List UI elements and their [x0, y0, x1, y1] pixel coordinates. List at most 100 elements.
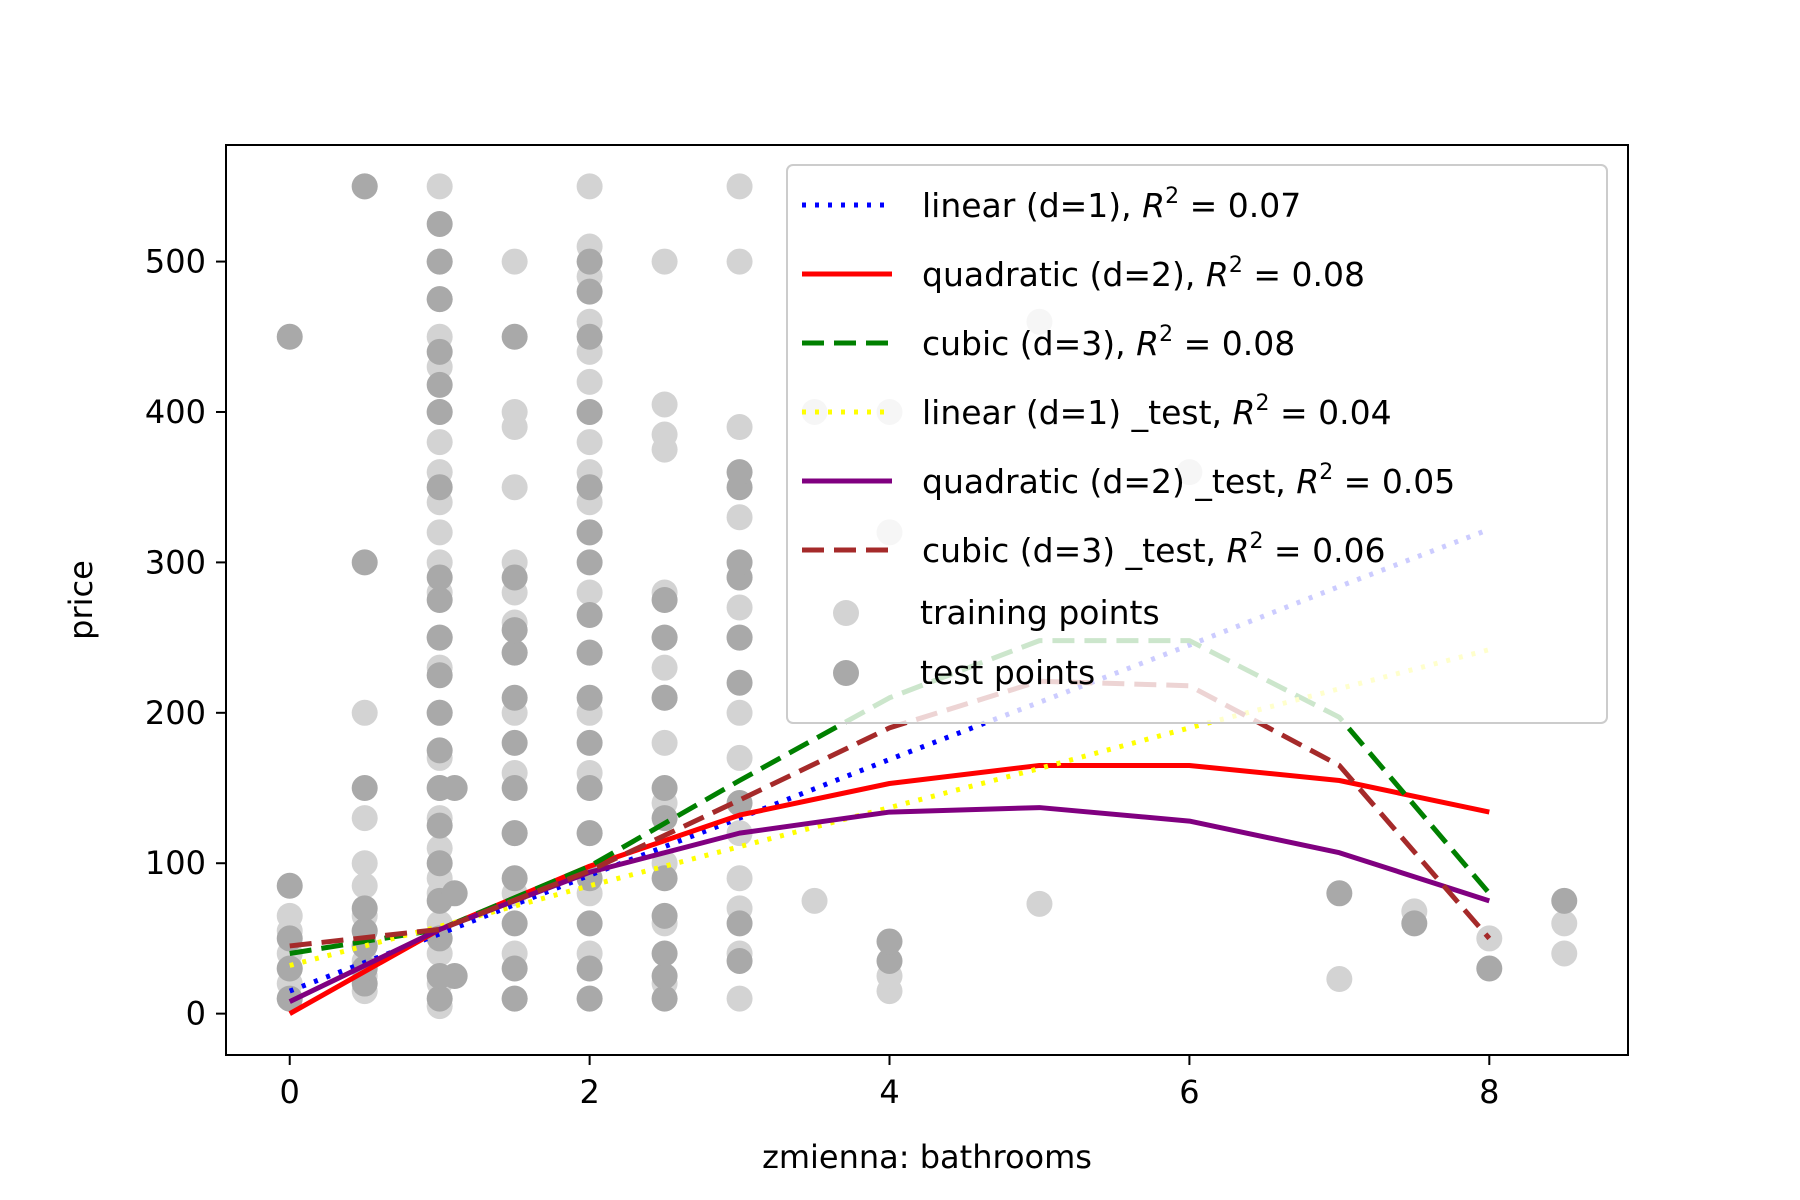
- test-point: [501, 985, 528, 1012]
- training-point: [726, 865, 753, 892]
- test-point: [576, 955, 603, 982]
- legend-label: quadratic (d=2) _test, R2 = 0.05: [922, 460, 1455, 501]
- test-point: [576, 549, 603, 576]
- test-point: [651, 985, 678, 1012]
- test-point: [1551, 887, 1578, 914]
- training-point: [1026, 890, 1053, 917]
- test-point: [576, 519, 603, 546]
- training-point: [576, 368, 603, 395]
- test-point: [501, 910, 528, 937]
- axes-frame: [225, 144, 1629, 1056]
- test-point: [501, 775, 528, 802]
- training-point: [726, 594, 753, 621]
- test-point: [426, 371, 453, 398]
- test-point: [276, 323, 303, 350]
- test-point: [501, 820, 528, 847]
- plot-area: [276, 173, 1578, 1020]
- test-point: [1326, 880, 1353, 907]
- training-point: [351, 872, 378, 899]
- test-point: [651, 865, 678, 892]
- legend-label: cubic (d=3) _test, R2 = 0.06: [922, 529, 1386, 570]
- test-point: [1401, 910, 1428, 937]
- training-point: [576, 429, 603, 456]
- training-point: [351, 805, 378, 832]
- test-point: [426, 564, 453, 591]
- test-point: [501, 617, 528, 644]
- legend-marker: [833, 660, 859, 686]
- test-point: [501, 564, 528, 591]
- test-point: [576, 985, 603, 1012]
- test-point: [501, 684, 528, 711]
- test-point: [576, 323, 603, 350]
- test-point: [576, 474, 603, 501]
- test-point: [351, 173, 378, 200]
- training-point: [1551, 940, 1578, 967]
- test-point: [501, 955, 528, 982]
- training-point: [726, 744, 753, 771]
- training-point: [426, 173, 453, 200]
- axis-ticks: 0 2 4 6 8 0 100 200 300 400 500: [145, 243, 1500, 1111]
- test-point: [276, 985, 303, 1012]
- x-axis-label: zmienna: bathrooms: [762, 1138, 1092, 1176]
- test-point: [501, 639, 528, 666]
- test-point: [426, 210, 453, 237]
- test-point: [651, 940, 678, 967]
- test-point: [426, 985, 453, 1012]
- test-point: [726, 459, 753, 486]
- test-point: [726, 549, 753, 576]
- x-tick-label: 8: [1479, 1073, 1499, 1111]
- test-point: [651, 963, 678, 990]
- legend-box: [786, 164, 1608, 724]
- x-tick-label: 0: [280, 1073, 300, 1111]
- test-point: [576, 639, 603, 666]
- test-point: [276, 872, 303, 899]
- test-point: [426, 338, 453, 365]
- training-point: [651, 248, 678, 275]
- training-point: [501, 398, 528, 425]
- training-point: [651, 654, 678, 681]
- x-tick-label: 6: [1179, 1073, 1199, 1111]
- training-point: [726, 173, 753, 200]
- test-point: [276, 955, 303, 982]
- x-tick-label: 4: [879, 1073, 899, 1111]
- y-axis-label: price: [62, 560, 100, 640]
- test-point: [651, 684, 678, 711]
- training-point: [1551, 910, 1578, 937]
- legend-label: linear (d=1) _test, R2 = 0.04: [922, 391, 1392, 432]
- training-point: [651, 729, 678, 756]
- test-point: [576, 248, 603, 275]
- test-point: [426, 662, 453, 689]
- test-point: [651, 775, 678, 802]
- training-point: [726, 504, 753, 531]
- training-point: [576, 579, 603, 606]
- test-point: [726, 624, 753, 651]
- legend-marker: [833, 600, 859, 626]
- training-point: [426, 429, 453, 456]
- test-point: [576, 910, 603, 937]
- test-point: [651, 624, 678, 651]
- legend-label: linear (d=1), R2 = 0.07: [922, 184, 1301, 225]
- legend-label: training points: [920, 593, 1160, 632]
- training-point: [651, 421, 678, 448]
- test-point: [426, 812, 453, 839]
- test-point: [501, 323, 528, 350]
- test-point: [576, 729, 603, 756]
- test-point: [576, 775, 603, 802]
- training-point: [726, 414, 753, 441]
- test-point: [441, 775, 468, 802]
- test-point: [726, 910, 753, 937]
- test-point: [426, 624, 453, 651]
- y-tick-label: 100: [145, 844, 206, 882]
- test-point: [426, 398, 453, 425]
- test-point: [426, 248, 453, 275]
- training-point: [351, 699, 378, 726]
- test-point: [441, 880, 468, 907]
- test-point: [426, 587, 453, 613]
- training-point: [276, 902, 303, 929]
- training-point: [801, 887, 828, 914]
- training-point: [351, 850, 378, 877]
- test-point: [1476, 955, 1503, 982]
- test-point: [426, 474, 453, 501]
- test-point: [426, 737, 453, 764]
- training-point: [726, 248, 753, 275]
